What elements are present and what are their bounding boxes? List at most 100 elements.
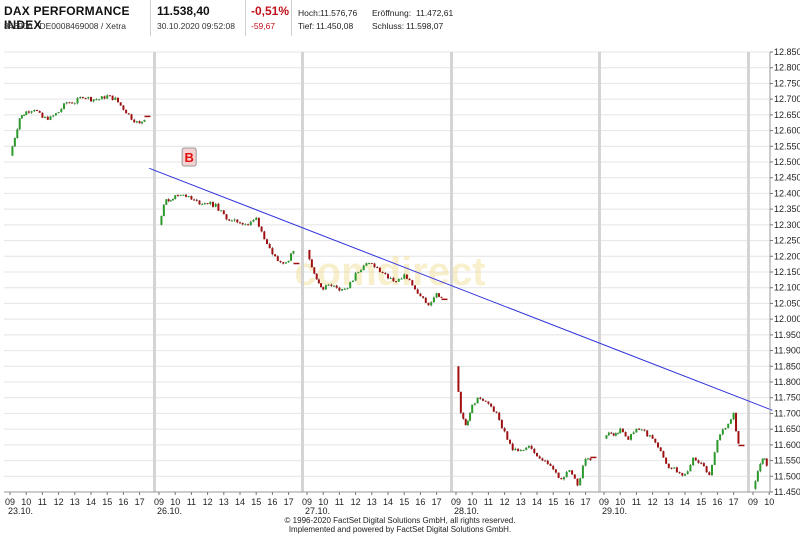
x-tick-label: 10 — [764, 497, 774, 507]
day-separator — [598, 52, 601, 492]
x-tick-label: 17 — [135, 497, 145, 507]
candle-down — [576, 478, 579, 486]
candle-up — [357, 272, 360, 274]
candle-up — [617, 433, 620, 435]
candle-up — [400, 278, 403, 280]
candle-down — [310, 259, 313, 268]
candle-up — [169, 200, 172, 202]
candle-up — [187, 196, 190, 198]
y-tick-label: 12.850 — [774, 47, 800, 57]
candle-up — [52, 115, 55, 117]
candle-up — [292, 251, 295, 254]
y-tick-label: 11.600 — [774, 440, 800, 450]
x-tick-label: 15 — [696, 497, 706, 507]
day-separators — [153, 52, 750, 492]
candle-down — [117, 97, 119, 103]
candle-down — [176, 195, 179, 197]
identifiers: 846900 / DE0008469008 / Xetra — [4, 21, 126, 31]
candle-down — [370, 263, 373, 265]
candle-down — [376, 267, 379, 269]
candle-down — [217, 203, 220, 211]
x-date-label: 23.10. — [8, 506, 33, 516]
y-tick-label: 12.050 — [774, 298, 800, 308]
x-tick-label: 10 — [615, 497, 625, 507]
candle-up — [756, 471, 759, 482]
candle-up — [727, 423, 730, 429]
candle-down — [589, 458, 592, 461]
candle-down — [46, 116, 49, 120]
x-tick-label: 12 — [351, 497, 361, 507]
candle-up — [141, 121, 144, 124]
candle-down — [573, 474, 576, 479]
candle-up — [11, 146, 14, 156]
candle-down — [268, 244, 271, 249]
candle-down — [225, 214, 228, 220]
open-label: Eröffnung: — [372, 8, 412, 18]
candle-down — [610, 432, 613, 434]
candle-down — [500, 419, 503, 429]
x-tick-label: 17 — [432, 497, 442, 507]
x-tick-label: 11 — [187, 497, 196, 507]
candle-down — [737, 431, 740, 444]
candle-down — [459, 391, 462, 413]
candle-down — [546, 460, 549, 464]
candle-up — [692, 457, 695, 465]
quote-header: DAX PERFORMANCE INDEX 846900 / DE0008469… — [0, 0, 800, 36]
candle-down — [571, 470, 574, 475]
candle-down — [167, 199, 170, 202]
candle-down — [482, 398, 484, 401]
candle-down — [487, 401, 490, 404]
y-tick-label: 12.300 — [774, 220, 800, 230]
high-value: 11.576,76 — [320, 8, 358, 18]
candle-up — [360, 270, 362, 273]
candle-up — [160, 216, 163, 225]
close-markers — [144, 115, 745, 459]
x-tick-label: 11 — [335, 497, 344, 507]
candle-up — [525, 447, 528, 450]
candle-up — [605, 435, 608, 439]
candle-up — [389, 277, 392, 279]
y-tick-label: 11.900 — [774, 346, 800, 356]
x-tick-label: 12 — [500, 497, 510, 507]
candle-down — [422, 296, 425, 298]
candle-down — [338, 287, 341, 291]
candle-up — [430, 302, 433, 306]
candle-up — [244, 224, 247, 226]
x-tick-label: 14 — [235, 497, 245, 507]
x-date-label: 28.10. — [454, 506, 479, 516]
trendline — [149, 167, 773, 411]
candle-down — [81, 97, 84, 99]
candle-down — [330, 284, 333, 286]
candle-up — [619, 428, 622, 434]
x-date-label: 27.10. — [305, 506, 330, 516]
candle-up — [581, 465, 584, 479]
candle-down — [549, 463, 552, 466]
candle-down — [195, 199, 198, 201]
price-timestamp: 30.10.2020 09:52:08 — [157, 21, 235, 31]
change-percent: -0,51% — [251, 4, 290, 18]
y-tick-label: 11.950 — [774, 330, 800, 340]
candles — [11, 94, 768, 490]
y-tick-label: 12.150 — [774, 267, 800, 277]
candle-down — [395, 281, 398, 283]
y-tick-label: 12.450 — [774, 173, 800, 183]
candle-up — [732, 412, 735, 420]
candle-down — [438, 293, 441, 297]
candle-up — [362, 265, 365, 271]
candle-up — [349, 282, 352, 289]
candle-up — [476, 397, 479, 404]
candle-down — [236, 219, 239, 223]
y-tick-label: 12.100 — [774, 283, 800, 293]
candle-down — [373, 263, 376, 268]
day-separator — [450, 52, 453, 492]
x-tick-label: 11 — [484, 497, 493, 507]
candle-down — [694, 457, 697, 461]
y-tick-label: 11.700 — [774, 408, 800, 418]
candle-up — [761, 458, 764, 464]
y-tick-label: 12.800 — [774, 63, 800, 73]
candle-up — [249, 221, 252, 226]
candle-up — [49, 116, 52, 120]
x-tick-label: 13 — [516, 497, 526, 507]
candle-down — [533, 448, 536, 453]
